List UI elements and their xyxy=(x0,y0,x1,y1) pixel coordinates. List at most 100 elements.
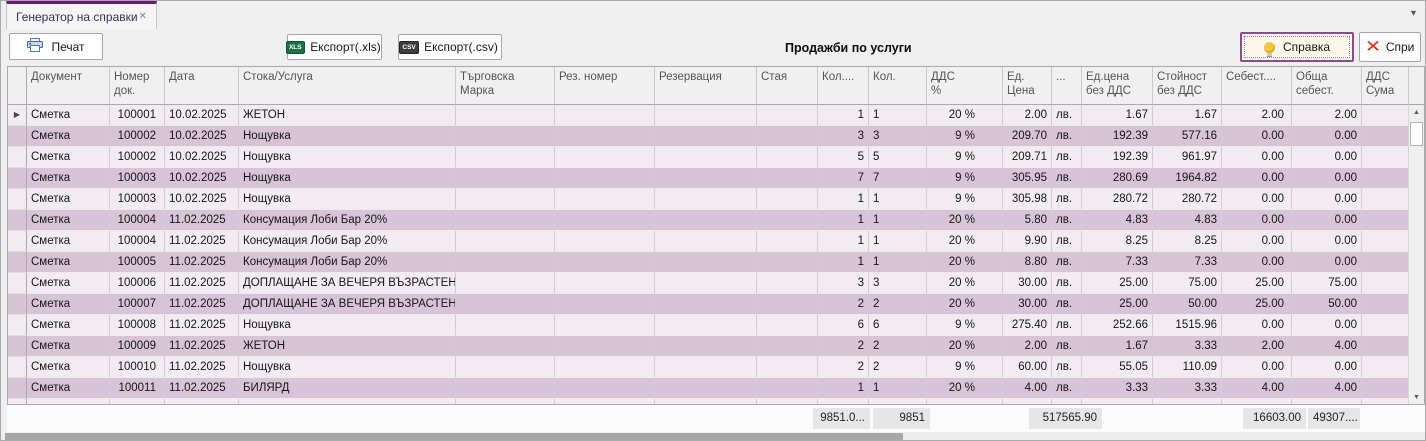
cell-item[interactable]: Нощувка xyxy=(239,315,456,336)
cell-doc[interactable]: Сметка xyxy=(27,357,110,378)
cell-price_net[interactable]: 252.66 xyxy=(1082,315,1153,336)
cell-total_cost[interactable]: 2.00 xyxy=(1292,105,1362,126)
cell-res_num[interactable] xyxy=(555,378,655,399)
cell-reservation[interactable] xyxy=(655,336,757,357)
cell-vat_pct[interactable]: 20 % xyxy=(927,273,1003,294)
row-selector-cell[interactable] xyxy=(8,294,27,315)
cell-date[interactable]: 10.02.2025 xyxy=(165,126,239,147)
cell-brand[interactable] xyxy=(456,126,555,147)
cell-qty2[interactable]: 1 xyxy=(869,210,927,231)
cell-curr[interactable]: лв. xyxy=(1052,105,1082,126)
cell-price[interactable]: 209.71 xyxy=(1003,147,1052,168)
cell-room[interactable] xyxy=(757,189,818,210)
cell-vat_sum[interactable] xyxy=(1362,357,1410,378)
cell-brand[interactable] xyxy=(456,378,555,399)
cell-vat_sum[interactable] xyxy=(1362,294,1410,315)
cell-date[interactable]: 10.02.2025 xyxy=(165,147,239,168)
cell-qty2[interactable]: 5 xyxy=(869,147,927,168)
tab-report-generator[interactable]: Генератор на справки ✕ xyxy=(6,1,157,29)
cell-doc[interactable]: Сметка xyxy=(27,315,110,336)
cell-price_net[interactable]: 192.39 xyxy=(1082,147,1153,168)
cell-qty1[interactable]: 1 xyxy=(818,189,869,210)
cell-brand[interactable] xyxy=(456,315,555,336)
export-xls-button[interactable]: XLS Експорт(.xls) xyxy=(285,34,382,60)
cell-price_net[interactable]: 25.00 xyxy=(1082,294,1153,315)
cell-res_num[interactable] xyxy=(555,189,655,210)
cell-price[interactable]: 8.80 xyxy=(1003,252,1052,273)
cell-total_cost[interactable]: 0.00 xyxy=(1292,126,1362,147)
header-vat-sum[interactable]: ДДС Сума xyxy=(1362,67,1410,105)
cell-qty2[interactable]: 1 xyxy=(869,105,927,126)
cell-total_cost[interactable]: 0.00 xyxy=(1292,189,1362,210)
cell-price[interactable]: 4.00 xyxy=(1003,378,1052,399)
cell-qty2[interactable]: 2 xyxy=(869,336,927,357)
header-res-num[interactable]: Рез. номер xyxy=(555,67,655,105)
cell-date[interactable]: 10.02.2025 xyxy=(165,168,239,189)
header-price[interactable]: Ед. Цена xyxy=(1003,67,1052,105)
cell-doc[interactable]: Сметка xyxy=(27,231,110,252)
cell-amount_net[interactable]: 280.72 xyxy=(1153,189,1222,210)
cell-num[interactable]: 100002 xyxy=(110,147,165,168)
cell-curr[interactable]: лв. xyxy=(1052,273,1082,294)
cell-price_net[interactable]: 55.05 xyxy=(1082,357,1153,378)
vertical-scrollbar-thumb[interactable] xyxy=(1410,122,1423,146)
cell-amount_net[interactable]: 110.09 xyxy=(1153,357,1222,378)
horizontal-scrollbar-thumb[interactable] xyxy=(5,433,903,440)
cell-total_cost[interactable]: 0.00 xyxy=(1292,357,1362,378)
cell-num[interactable]: 100001 xyxy=(110,105,165,126)
cell-res_num[interactable] xyxy=(555,126,655,147)
cell-date[interactable]: 11.02.2025 xyxy=(165,252,239,273)
cell-vat_sum[interactable] xyxy=(1362,189,1410,210)
header-qty1[interactable]: Кол.... xyxy=(818,67,869,105)
header-amount-net[interactable]: Стойност без ДДС xyxy=(1153,67,1222,105)
cell-price_net[interactable]: 280.69 xyxy=(1082,168,1153,189)
table-row[interactable]: ▶ Сметка 100001 10.02.2025 ЖЕТОН 1 1 20 % 2.00 лв… xyxy=(8,105,1410,126)
cell-cost[interactable]: 0.00 xyxy=(1222,168,1292,189)
export-csv-button[interactable]: CSV Експорт(.csv) xyxy=(398,34,502,60)
cell-cost[interactable]: 4.00 xyxy=(1222,378,1292,399)
cell-cost[interactable]: 0.00 xyxy=(1222,189,1292,210)
cell-item[interactable]: Нощувка xyxy=(239,357,456,378)
cell-total_cost[interactable]: 0.00 xyxy=(1292,252,1362,273)
cell-reservation[interactable] xyxy=(655,210,757,231)
cell-cost[interactable]: 0.00 xyxy=(1222,147,1292,168)
cell-num[interactable]: 100006 xyxy=(110,273,165,294)
cell-vat_pct[interactable]: 20 % xyxy=(927,294,1003,315)
header-date[interactable]: Дата xyxy=(165,67,239,105)
cell-price[interactable]: 2.00 xyxy=(1003,105,1052,126)
cell-price_net[interactable]: 1.67 xyxy=(1082,336,1153,357)
cell-doc[interactable]: Сметка xyxy=(27,147,110,168)
table-row[interactable]: Сметка 100003 10.02.2025 Нощувка 7 7 9 % 305.95… xyxy=(8,168,1410,189)
header-currency[interactable]: ... xyxy=(1052,67,1082,105)
cell-res_num[interactable] xyxy=(555,252,655,273)
cell-amount_net[interactable]: 961.97 xyxy=(1153,147,1222,168)
cell-vat_pct[interactable]: 9 % xyxy=(927,189,1003,210)
cell-price[interactable]: 305.95 xyxy=(1003,168,1052,189)
cell-res_num[interactable] xyxy=(555,105,655,126)
cell-total_cost[interactable]: 50.00 xyxy=(1292,294,1362,315)
cell-date[interactable]: 11.02.2025 xyxy=(165,357,239,378)
cell-vat_pct[interactable]: 20 % xyxy=(927,336,1003,357)
cell-curr[interactable]: лв. xyxy=(1052,231,1082,252)
cell-item[interactable]: ЖЕТОН xyxy=(239,336,456,357)
cell-vat_pct[interactable]: 9 % xyxy=(927,315,1003,336)
cell-vat_pct[interactable]: 20 % xyxy=(927,105,1003,126)
cell-qty1[interactable]: 2 xyxy=(818,294,869,315)
cell-price_net[interactable]: 1.67 xyxy=(1082,105,1153,126)
table-row[interactable]: Сметка 100009 11.02.2025 ЖЕТОН 2 2 20 % 2.00 лв.… xyxy=(8,336,1410,357)
row-selector-cell[interactable] xyxy=(8,252,27,273)
cell-num[interactable]: 100011 xyxy=(110,378,165,399)
row-selector-cell[interactable] xyxy=(8,210,27,231)
cell-cost[interactable]: 0.00 xyxy=(1222,231,1292,252)
cell-res_num[interactable] xyxy=(555,315,655,336)
header-room[interactable]: Стая xyxy=(757,67,818,105)
cell-vat_pct[interactable]: 9 % xyxy=(927,357,1003,378)
cell-room[interactable] xyxy=(757,105,818,126)
cell-amount_net[interactable]: 1515.96 xyxy=(1153,315,1222,336)
cell-amount_net[interactable]: 7.33 xyxy=(1153,252,1222,273)
cell-room[interactable] xyxy=(757,168,818,189)
cell-curr[interactable]: лв. xyxy=(1052,294,1082,315)
table-row[interactable]: Сметка 100008 11.02.2025 Нощувка 6 6 9 % 275.40… xyxy=(8,315,1410,336)
cell-amount_net[interactable]: 1.67 xyxy=(1153,105,1222,126)
table-row[interactable]: Сметка 100004 11.02.2025 Консумация Лоби Ба… xyxy=(8,231,1410,252)
